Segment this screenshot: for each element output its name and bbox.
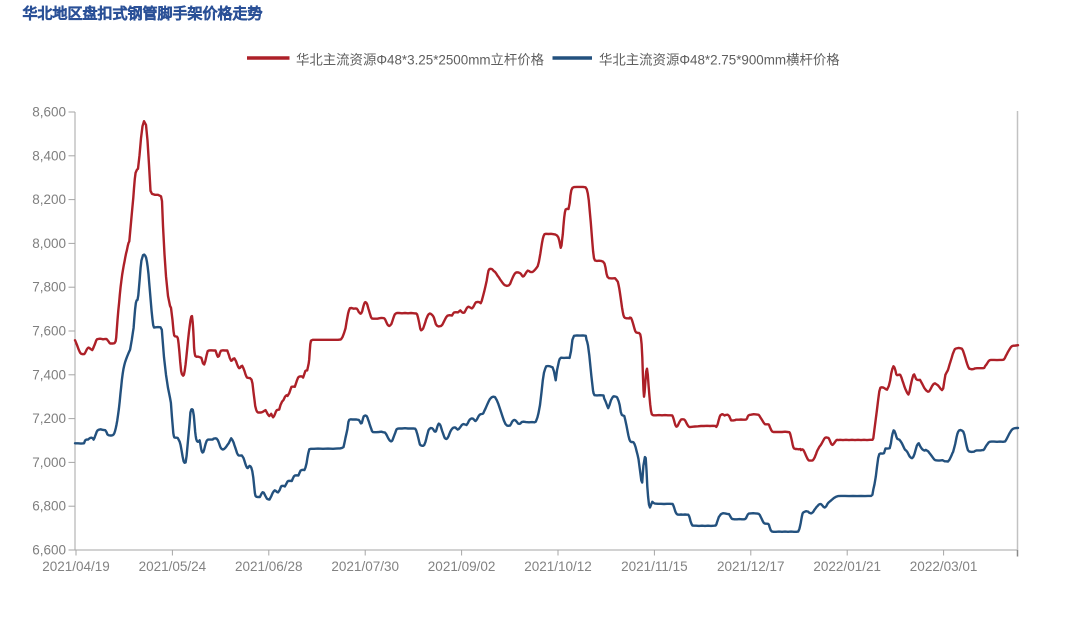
svg-text:8,600: 8,600 (32, 105, 66, 120)
svg-text:7,800: 7,800 (32, 280, 66, 295)
svg-text:8,400: 8,400 (32, 148, 66, 163)
svg-text:6,600: 6,600 (32, 543, 66, 558)
svg-text:2021/10/12: 2021/10/12 (524, 559, 592, 574)
svg-text:2021/04/19: 2021/04/19 (42, 559, 110, 574)
svg-text:8,000: 8,000 (32, 236, 66, 251)
svg-text:7,600: 7,600 (32, 324, 66, 339)
svg-text:2021/07/30: 2021/07/30 (331, 559, 399, 574)
svg-text:2021/12/17: 2021/12/17 (717, 559, 785, 574)
svg-text:2022/03/01: 2022/03/01 (910, 559, 978, 574)
svg-text:2021/06/28: 2021/06/28 (235, 559, 303, 574)
svg-text:华北地区盘扣式钢管脚手架价格走势: 华北地区盘扣式钢管脚手架价格走势 (23, 5, 263, 23)
svg-text:2021/09/02: 2021/09/02 (428, 559, 496, 574)
svg-text:华北主流资源Φ48*3.25*2500mm立杆价格: 华北主流资源Φ48*3.25*2500mm立杆价格 (296, 53, 545, 68)
svg-text:7,000: 7,000 (32, 455, 66, 470)
svg-text:2021/05/24: 2021/05/24 (139, 559, 207, 574)
svg-text:6,800: 6,800 (32, 499, 66, 514)
svg-text:华北主流资源Φ48*2.75*900mm横杆价格: 华北主流资源Φ48*2.75*900mm横杆价格 (599, 53, 840, 68)
svg-text:8,200: 8,200 (32, 192, 66, 207)
svg-text:2021/11/15: 2021/11/15 (621, 559, 688, 574)
svg-text:2022/01/21: 2022/01/21 (813, 559, 881, 574)
svg-text:7,200: 7,200 (32, 411, 66, 426)
svg-text:7,400: 7,400 (32, 367, 66, 382)
